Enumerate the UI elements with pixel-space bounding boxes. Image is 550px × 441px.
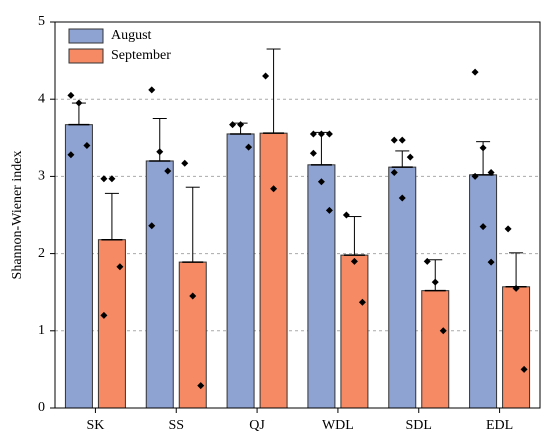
data-point: [189, 292, 197, 300]
y-tick-label: 5: [38, 14, 45, 29]
data-point: [487, 169, 495, 177]
data-point: [262, 72, 270, 80]
data-point: [398, 136, 406, 144]
data-point: [317, 178, 325, 186]
data-point: [116, 263, 124, 271]
y-tick-label: 0: [38, 400, 45, 415]
data-point: [512, 284, 520, 292]
y-tick-label: 3: [38, 169, 45, 184]
y-tick-label: 4: [38, 91, 45, 106]
data-point: [479, 144, 487, 152]
bar: [64, 124, 93, 409]
x-tick-label: SDL: [406, 418, 432, 433]
x-tick-label: WDL: [322, 418, 354, 433]
bar: [421, 290, 450, 409]
data-point: [237, 121, 245, 129]
data-point: [100, 311, 108, 319]
bar: [469, 174, 498, 409]
y-axis-label: Shannon-Wiener index: [10, 151, 25, 280]
data-point: [350, 257, 358, 265]
data-point: [164, 167, 172, 175]
bar: [502, 286, 531, 409]
data-point: [108, 175, 116, 183]
data-point: [390, 169, 398, 177]
data-point: [479, 223, 487, 231]
data-point: [390, 136, 398, 144]
data-point: [100, 175, 108, 183]
data-point: [317, 130, 325, 138]
data-point: [148, 222, 156, 230]
data-point: [504, 225, 512, 233]
data-point: [229, 121, 237, 129]
bar: [259, 132, 288, 409]
data-point: [423, 257, 431, 265]
legend-swatch: [68, 28, 104, 44]
data-point: [325, 130, 333, 138]
bar: [307, 164, 336, 409]
legend-label: August: [111, 28, 152, 43]
legend-swatch: [68, 48, 104, 64]
y-tick-label: 1: [38, 323, 45, 338]
data-point: [439, 327, 447, 335]
data-point: [471, 172, 479, 180]
data-point: [309, 149, 317, 157]
data-point: [67, 91, 75, 99]
bar: [226, 133, 255, 409]
x-tick-label: EDL: [486, 418, 513, 433]
bar: [340, 254, 369, 409]
data-point: [487, 258, 495, 266]
legend-label: September: [111, 48, 171, 63]
data-point: [398, 194, 406, 202]
plot-frame: [54, 21, 541, 409]
x-tick-label: SK: [86, 418, 104, 433]
x-tick-label: SS: [168, 418, 184, 433]
y-tick-label: 2: [38, 246, 45, 261]
data-point: [181, 159, 189, 167]
data-point: [148, 86, 156, 94]
data-point: [270, 185, 278, 193]
x-tick-label: QJ: [249, 418, 265, 433]
data-point: [406, 153, 414, 161]
data-point: [325, 206, 333, 214]
data-point: [197, 382, 205, 390]
bar: [145, 160, 174, 409]
data-point: [342, 211, 350, 219]
bar: [388, 166, 417, 409]
data-point: [75, 99, 83, 107]
data-point: [309, 130, 317, 138]
data-point: [156, 148, 164, 156]
data-point: [431, 278, 439, 286]
data-point: [83, 142, 91, 150]
data-point: [358, 298, 366, 306]
data-point: [520, 365, 528, 373]
data-point: [245, 143, 253, 151]
data-point: [67, 151, 75, 159]
data-point: [471, 68, 479, 76]
